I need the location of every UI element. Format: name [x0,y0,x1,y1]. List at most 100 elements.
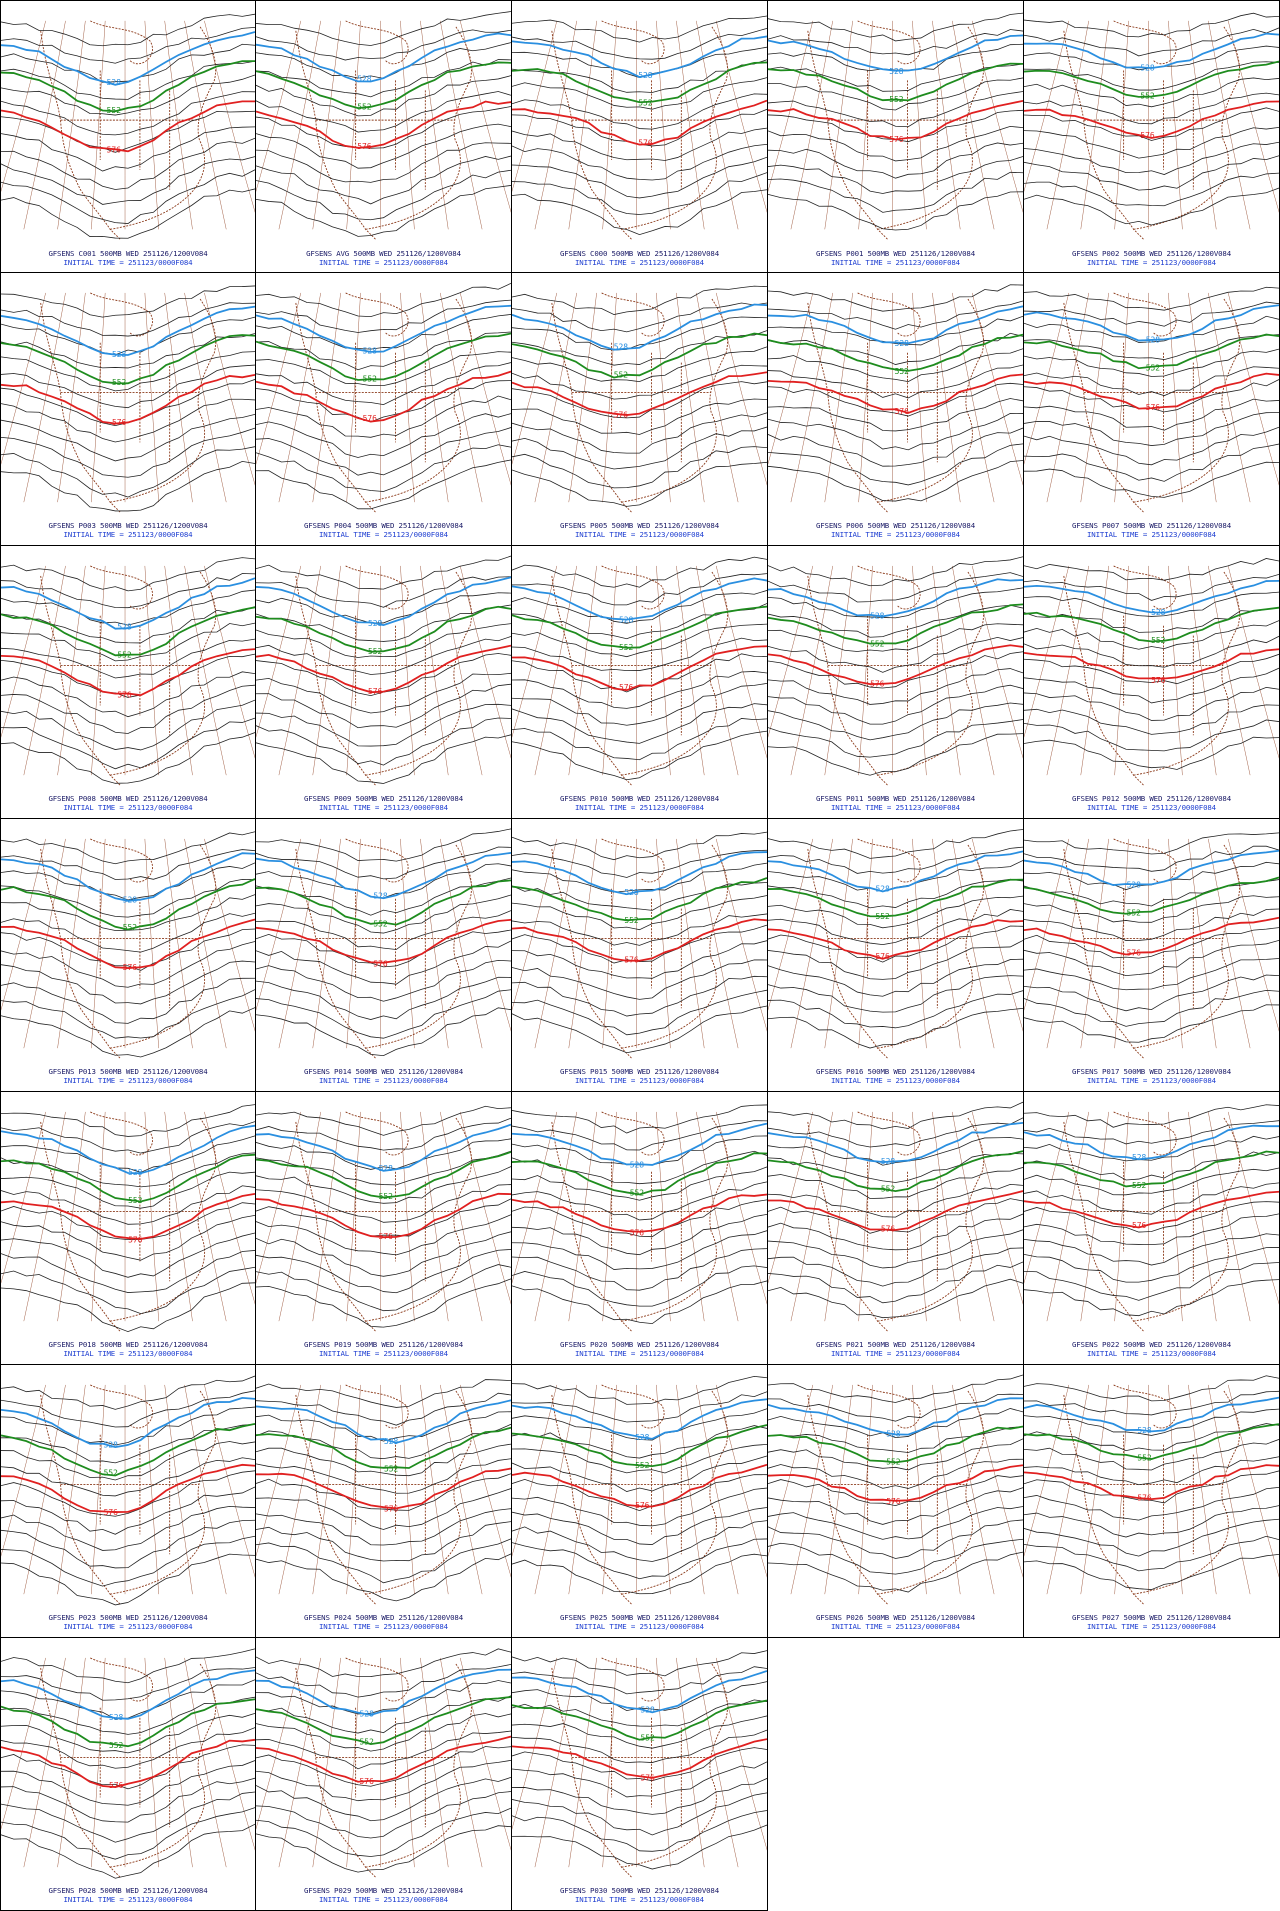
contour-552 [1024,333,1279,370]
meridian [534,838,577,1049]
contour-552 [512,605,767,649]
height-contour [768,878,1023,909]
contour-528 [768,1121,1023,1163]
height-contour [1,1667,255,1701]
height-contour [256,75,511,117]
meridian [1046,292,1089,503]
height-contour [256,169,511,221]
height-contour [768,1101,1023,1130]
ensemble-panel-p029: 528 552 576 GFSENS P029 500MB WED 251126/12… [256,1638,512,1911]
contour-528-label: 528 [384,1437,399,1446]
meridian [602,565,617,776]
contour-576-label: 576 [104,1508,119,1517]
meridian [144,1657,160,1868]
height-contour [512,1474,767,1511]
contour-576 [512,1193,767,1233]
height-contour [1,1202,255,1241]
contour-528-label: 528 [123,895,138,904]
panel-title: GFSENS P016 500MB WED 251126/1200V084 [815,1067,976,1076]
contour-552-label: 552 [107,106,122,115]
panel-title: GFSENS P001 500MB WED 251126/1200V084 [815,249,976,258]
meridian [400,565,415,776]
meridian [204,1111,255,1305]
height-contour [768,77,1023,111]
height-contour [768,91,1023,128]
meridian [715,838,767,1032]
meridian [312,838,341,1049]
meridian [312,1111,341,1322]
meridian [534,1657,577,1868]
height-contour [256,59,511,98]
meridian [568,20,597,230]
height-contour [256,1713,511,1752]
height-contour [256,1166,511,1204]
height-contour [1,110,255,153]
coastline [807,20,984,240]
meridian [312,292,341,503]
height-contour [768,191,1023,231]
contour-576-label: 576 [638,138,653,147]
contour-552-label: 552 [109,1741,124,1750]
height-contour [1,446,255,498]
contour-552 [512,1699,767,1741]
contour-552-label: 552 [1132,1181,1147,1190]
height-contour [1024,635,1279,668]
meridian [952,1384,995,1595]
height-contour [768,604,1023,638]
height-contour [768,398,1023,432]
contour-528-label: 528 [373,892,388,901]
height-contour [768,1183,1023,1218]
ensemble-panel-p005: 528 552 576 GFSENS P005 500MB WED 251126/12… [512,273,768,546]
height-contour [1,1441,255,1481]
height-contour [512,831,767,861]
meridian [932,565,961,776]
height-contour-map: 528 552 576 [1,285,255,513]
height-contour [1024,77,1279,108]
ensemble-panel-p012: 528 552 576 GFSENS P012 500MB WED 251126/12… [1024,546,1280,819]
contour-576 [1024,372,1279,410]
height-contour [512,316,767,351]
meridian [534,1384,577,1595]
height-contour [512,1792,767,1836]
height-contour [768,1152,1023,1183]
height-contour [256,1473,511,1511]
meridian [568,1657,597,1868]
height-contour [512,1507,767,1545]
meridian [346,838,361,1049]
height-contour [256,683,511,729]
height-contour [768,1487,1023,1525]
ensemble-panel-c001: 528 552 576 GFSENS C001 500MB WED 251126/12… [0,0,256,273]
panel-title: GFSENS P024 500MB WED 251126/1200V084 [303,1613,464,1622]
height-contour [1024,974,1279,1012]
contour-528 [1,852,255,902]
height-contour [1024,1456,1279,1486]
contour-552 [768,878,1023,918]
meridian [204,838,255,1032]
meridian [1080,565,1109,776]
contour-528 [512,1122,767,1166]
height-contour [768,1198,1023,1234]
contour-552-label: 552 [638,99,653,108]
height-contour [256,362,511,406]
height-contour [512,1520,767,1562]
height-contour [1024,92,1279,125]
height-contour [512,975,767,1017]
contour-576-label: 576 [359,1777,374,1786]
meridian [1168,838,1183,1049]
height-contour [1,1807,255,1860]
height-contour [1024,927,1279,959]
height-contour [256,1695,511,1734]
height-contour [256,1508,511,1546]
contour-576-label: 576 [1151,676,1166,685]
panel-initial-time: INITIAL TIME = 251123/0000F084 [575,1622,704,1631]
height-contour [768,443,1023,486]
contour-552 [256,1151,511,1199]
contour-552 [768,603,1023,645]
contour-552-label: 552 [875,912,890,921]
height-contour [768,300,1023,330]
contour-576 [1024,100,1279,139]
contour-528 [512,851,767,896]
contour-552 [768,1150,1023,1193]
contour-576 [768,1190,1023,1231]
ensemble-panel-p018: 528 552 576 GFSENS P018 500MB WED 251126/12… [0,1092,256,1365]
